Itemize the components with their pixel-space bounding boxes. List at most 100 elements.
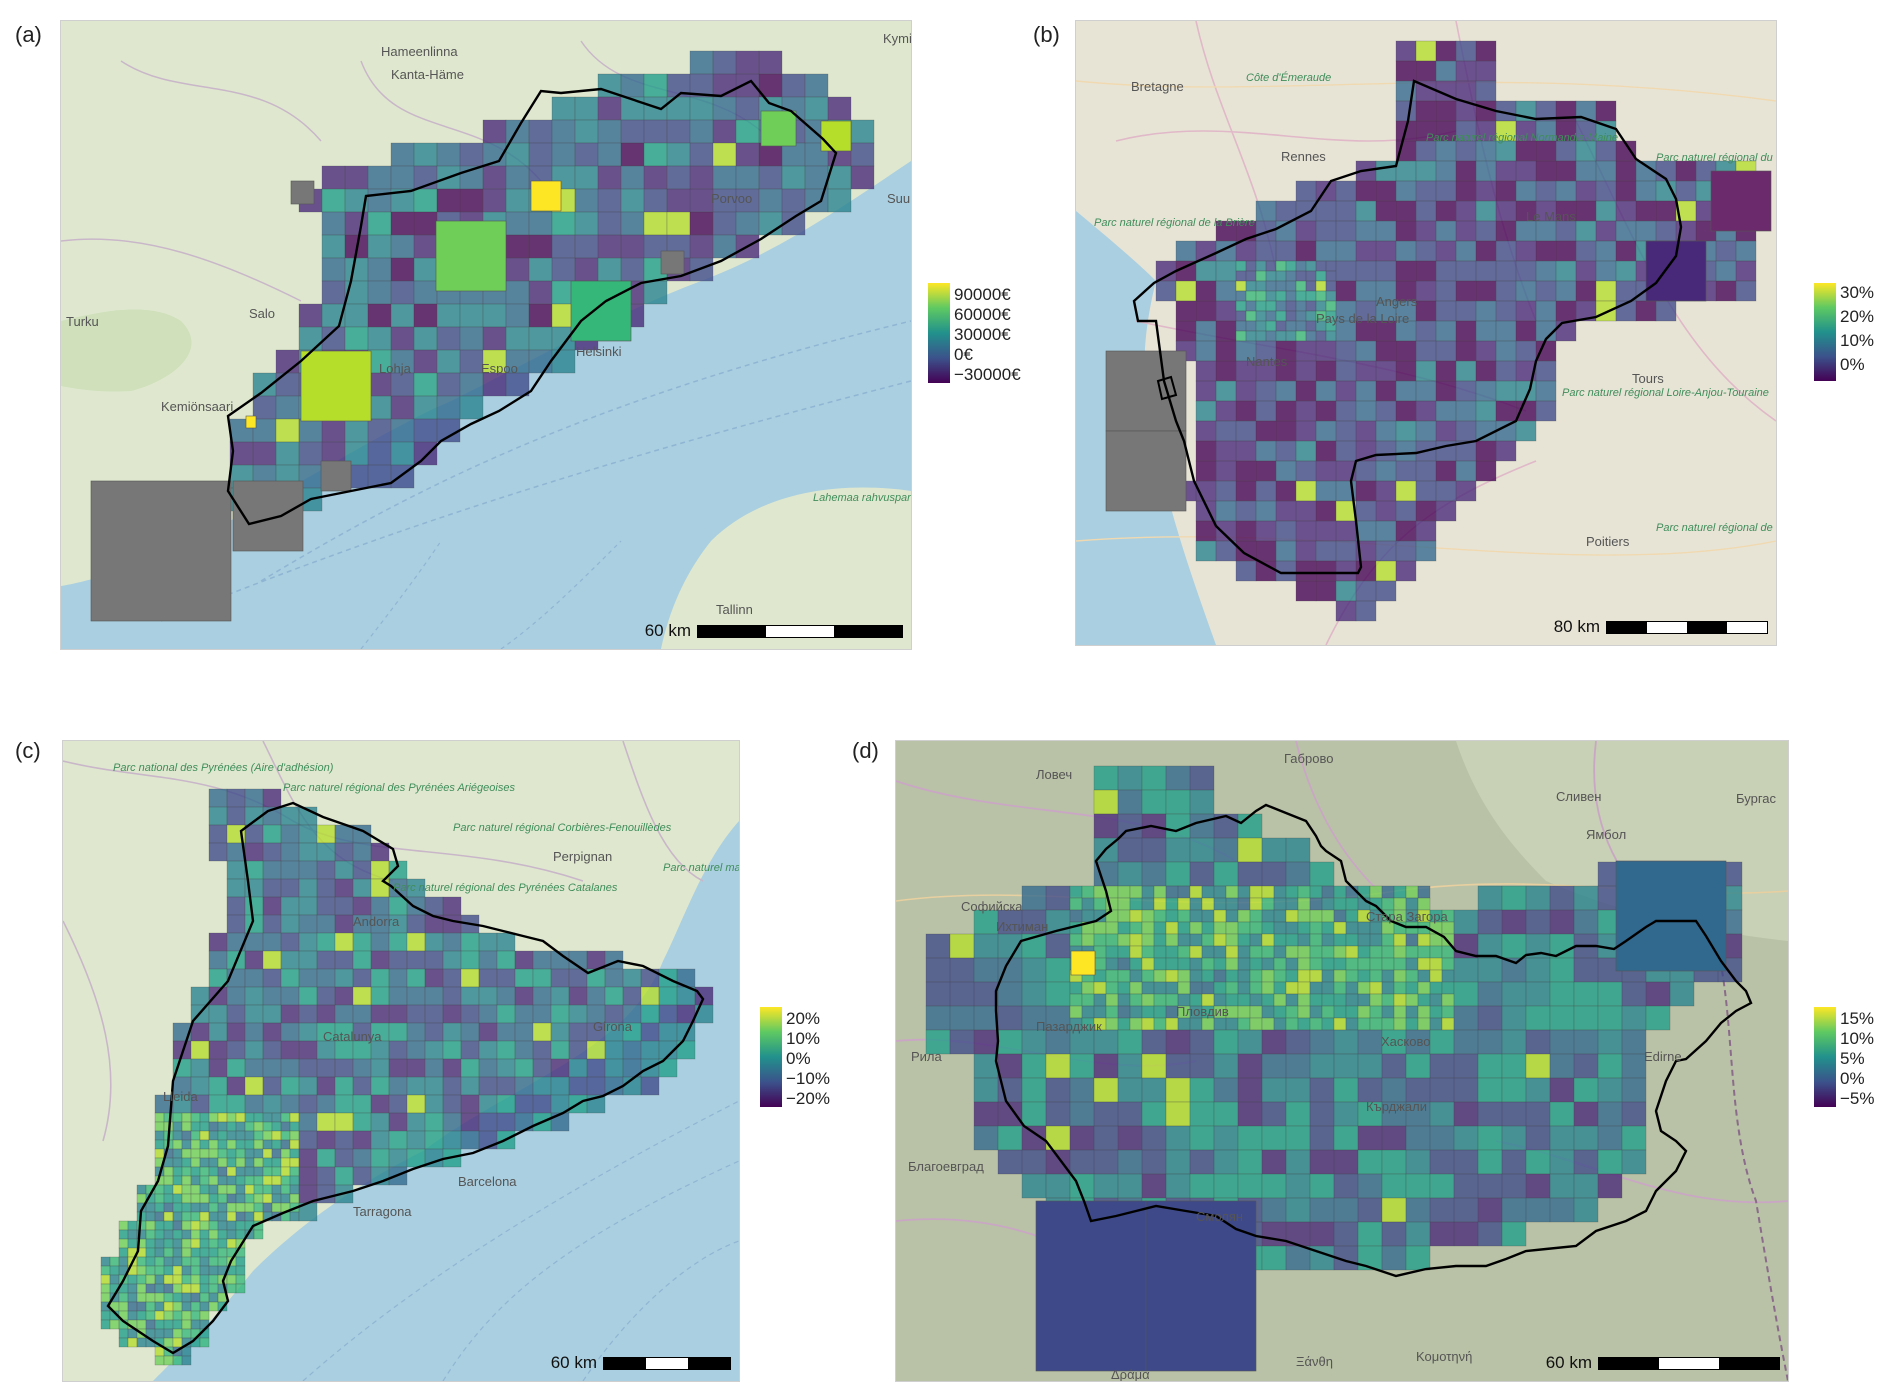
grid-cell xyxy=(118,1301,129,1312)
grid-cell xyxy=(252,441,277,466)
grid-cell xyxy=(1213,1017,1227,1031)
grid-cell xyxy=(316,1094,336,1114)
grid-cell xyxy=(1117,933,1131,947)
grid-cell xyxy=(280,968,300,988)
grid-cell xyxy=(1535,360,1557,382)
grid-cell xyxy=(367,234,392,259)
grid-cell xyxy=(154,1202,165,1213)
grid-cell xyxy=(1117,861,1143,887)
map-panel-a[interactable]: Hameenlinna Kanta-Häme Turku Salo Kemiön… xyxy=(60,20,912,650)
grid-cell xyxy=(388,950,408,970)
grid-cell xyxy=(280,1157,291,1168)
map-panel-c[interactable]: Parc national des Pyrénées (Aire d'adhés… xyxy=(62,740,740,1382)
grid-cell xyxy=(413,326,438,351)
place-name-a: Suursaari xyxy=(887,191,911,206)
grid-cell xyxy=(1325,280,1337,292)
grid-cell xyxy=(1325,270,1337,282)
grid-cell xyxy=(1309,1101,1335,1127)
grid-cell xyxy=(1189,1017,1203,1031)
grid-cell xyxy=(1455,360,1477,382)
grid-cell xyxy=(1141,1017,1155,1031)
grid-cell xyxy=(388,932,408,952)
grid-cell xyxy=(424,1130,444,1150)
grid-cell xyxy=(1021,1149,1047,1175)
grid-cell xyxy=(145,1256,156,1267)
grid-cell xyxy=(1215,260,1237,282)
grid-cell xyxy=(1355,260,1377,282)
grid-cell xyxy=(1429,981,1443,995)
grid-cell xyxy=(1333,1101,1359,1127)
grid-cell xyxy=(574,165,599,190)
place-name-d: Сливен xyxy=(1556,789,1601,804)
grid-cell xyxy=(568,986,588,1006)
grid-cell xyxy=(1395,60,1417,82)
grid-cell xyxy=(1495,440,1517,462)
map-panel-d[interactable]: Ловеч Габрово Сливен Бургас Ямбол Софийс… xyxy=(895,740,1789,1382)
grid-cell xyxy=(1357,945,1371,959)
grid-cell xyxy=(551,257,576,282)
grid-cell xyxy=(550,1022,570,1042)
grid-cell xyxy=(1117,945,1131,959)
grid-cell xyxy=(1215,460,1237,482)
grid-cell xyxy=(1189,1053,1215,1079)
grid-cell xyxy=(190,1274,201,1285)
grid-cell xyxy=(1495,200,1517,222)
scale-label-a: 60 km xyxy=(644,621,691,640)
grid-cell xyxy=(1309,1005,1323,1019)
grid-cell xyxy=(136,1274,147,1285)
map-panel-b[interactable]: Bretagne Rennes Parc naturel régional de… xyxy=(1075,20,1777,646)
grid-cell xyxy=(1141,1149,1167,1175)
grid-cell xyxy=(367,418,392,443)
grid-cell xyxy=(1495,260,1517,282)
grid-cell xyxy=(1215,380,1237,402)
grid-cell xyxy=(1515,140,1537,162)
place-name-b: Bretagne xyxy=(1131,79,1184,94)
grid-cell xyxy=(181,1328,192,1339)
legend-tick-d: 15% xyxy=(1840,1009,1875,1028)
grid-cell xyxy=(316,1130,336,1150)
grid-cell xyxy=(528,142,553,167)
grid-cell xyxy=(1405,957,1419,971)
grid-cell xyxy=(1165,885,1179,899)
grid-cell xyxy=(1357,969,1371,983)
grid-cell xyxy=(1357,993,1371,1007)
grid-cell xyxy=(424,968,444,988)
grid-cell xyxy=(280,842,300,862)
grid-cell xyxy=(1255,500,1277,522)
grid-cell xyxy=(262,860,282,880)
grid-cell xyxy=(804,96,829,121)
grid-cell xyxy=(436,349,461,374)
grid-cell xyxy=(658,1022,678,1042)
grid-cell xyxy=(1021,1173,1047,1199)
grid-cell xyxy=(1495,160,1517,182)
grid-cell xyxy=(550,968,570,988)
grid-cell xyxy=(1335,600,1357,622)
grid-cell xyxy=(390,165,415,190)
grid-cell xyxy=(262,878,282,898)
grid-cell xyxy=(1645,981,1671,1007)
grid-cell xyxy=(620,188,645,213)
grid-cell xyxy=(1249,885,1263,899)
grid-cell xyxy=(424,932,444,952)
grid-cell xyxy=(118,1337,129,1348)
grid-cell xyxy=(1405,993,1419,1007)
grid-cell xyxy=(298,968,318,988)
grid-cell xyxy=(1415,240,1437,262)
grid-cell xyxy=(321,418,346,443)
grid-cell xyxy=(1117,1173,1143,1199)
grid-cell xyxy=(208,1076,228,1096)
grid-cell xyxy=(253,1229,264,1240)
grid-cell xyxy=(253,1139,264,1150)
grid-cell xyxy=(1195,540,1217,562)
grid-cell xyxy=(163,1337,174,1348)
grid-cell xyxy=(1501,981,1527,1007)
grid-cell xyxy=(226,1004,246,1024)
grid-cell xyxy=(1195,420,1217,442)
grid-cell xyxy=(1475,280,1497,302)
grid-cell xyxy=(298,1004,318,1024)
grid-cell xyxy=(1255,200,1277,222)
grid-cell xyxy=(370,1094,390,1114)
grid-cell xyxy=(1255,270,1267,282)
grid-cell xyxy=(1273,957,1287,971)
grid-cell xyxy=(1515,180,1537,202)
